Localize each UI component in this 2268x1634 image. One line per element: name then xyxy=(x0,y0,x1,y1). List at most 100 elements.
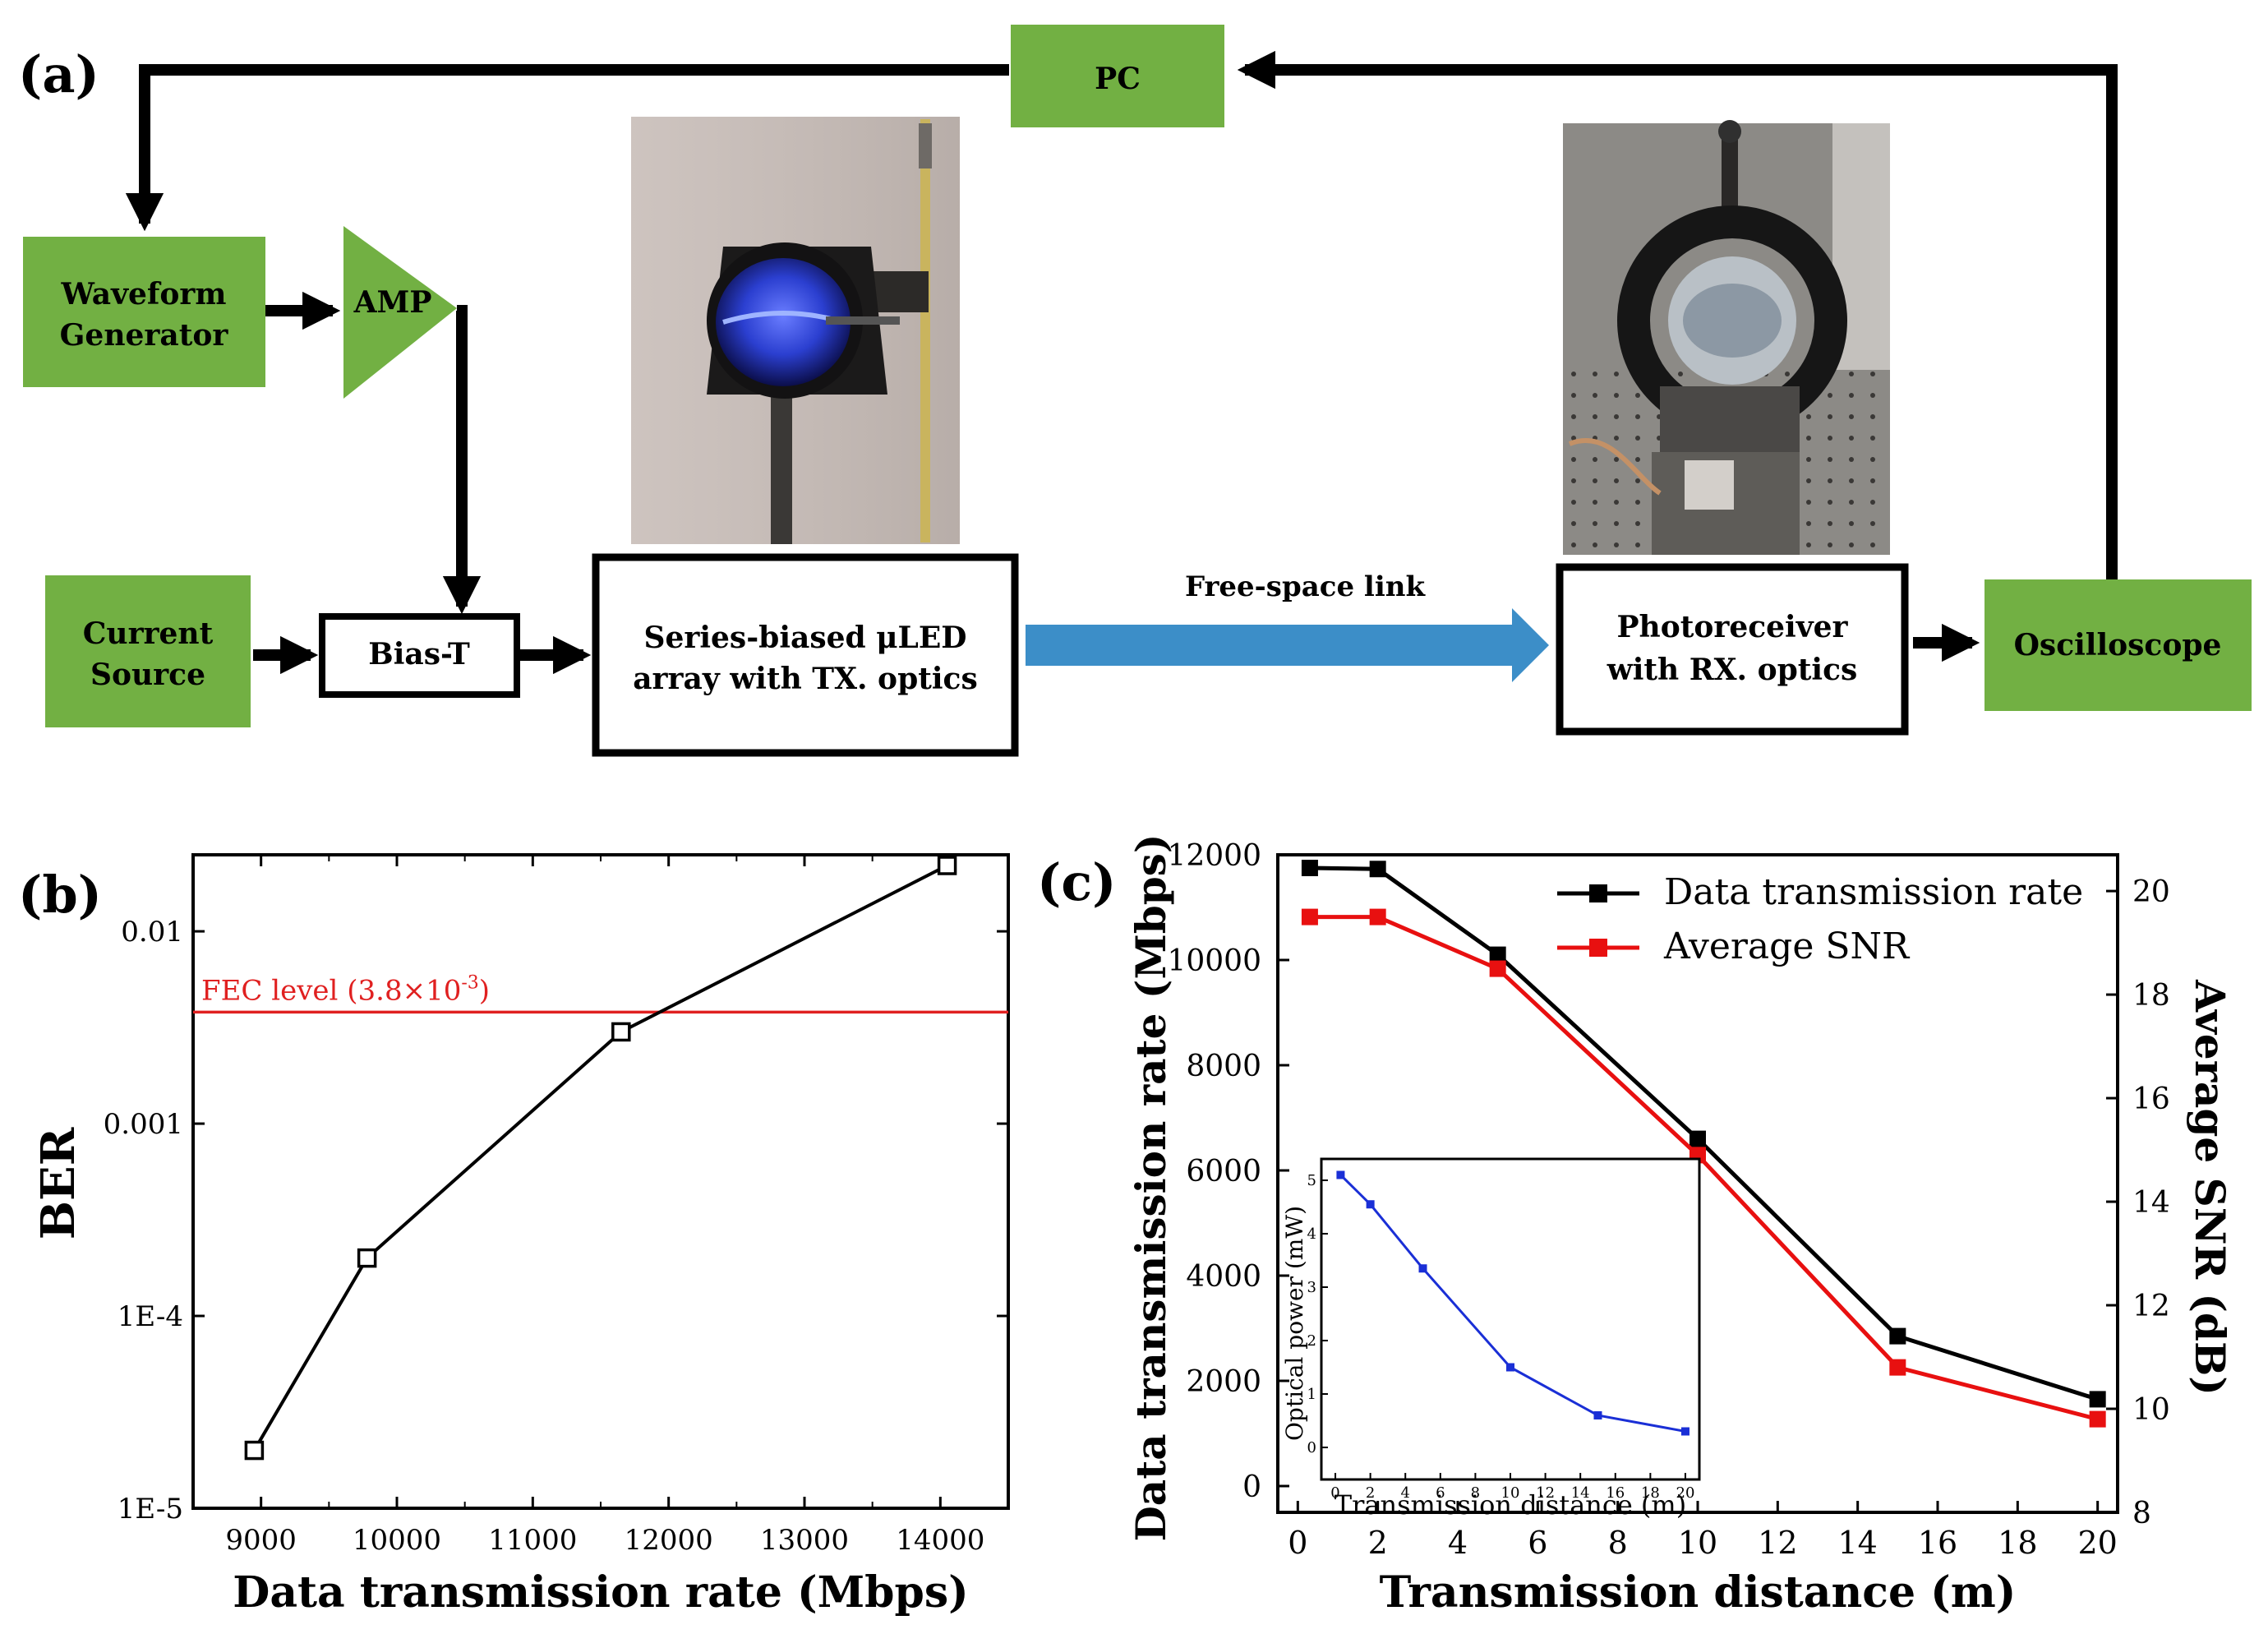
breadboard-hole xyxy=(1870,542,1875,547)
y-tick-label: 12000 xyxy=(1167,839,1261,873)
snr-point xyxy=(1369,908,1386,925)
current-source-rect xyxy=(45,575,251,727)
snr-series-markers xyxy=(1301,908,2106,1428)
ber-point xyxy=(611,1022,631,1042)
breadboard-hole xyxy=(1870,393,1875,398)
connectors xyxy=(125,50,2118,675)
rx-photo-top-post xyxy=(1722,123,1738,222)
breadboard-hole xyxy=(1614,542,1619,547)
x-tick-label: 8 xyxy=(1608,1525,1628,1561)
tx-line2: array with TX. optics xyxy=(633,662,978,696)
plot-c-legend: Data transmission rate Average SNR xyxy=(1557,871,2083,967)
y2-tick-label: 8 xyxy=(2132,1497,2151,1530)
breadboard-hole xyxy=(1593,414,1597,419)
breadboard-hole xyxy=(1635,542,1640,547)
breadboard-hole xyxy=(1849,500,1854,505)
breadboard-hole xyxy=(1571,372,1576,376)
breadboard-hole xyxy=(1828,414,1832,419)
amp-triangle-shape xyxy=(343,226,457,399)
breadboard-hole xyxy=(1571,542,1576,547)
data-rate-series-line xyxy=(1309,865,2099,1401)
data-rate-point xyxy=(1301,860,1318,876)
breadboard-hole xyxy=(1785,372,1790,376)
inset-y-tick-label: 4 xyxy=(1307,1226,1316,1243)
amp-label: AMP xyxy=(353,285,432,320)
oscilloscope-rect xyxy=(1984,579,2252,711)
waveform-generator-line2: Generator xyxy=(60,318,229,353)
tx-rect xyxy=(592,553,1019,757)
y-tick-label: 1E-5 xyxy=(118,1493,183,1526)
free-space-link-label: Free-space link xyxy=(1185,570,1426,603)
snr-point xyxy=(1889,1359,1906,1376)
breadboard-hole xyxy=(1828,521,1832,526)
y-tick-label: 0.01 xyxy=(121,916,183,949)
breadboard-hole xyxy=(1828,457,1832,462)
rx-photo xyxy=(1563,120,1890,555)
optical-power-point xyxy=(1366,1200,1375,1209)
breadboard-hole xyxy=(1614,393,1619,398)
y-tick-label: 2000 xyxy=(1186,1365,1261,1399)
tx-box: Series-biased μLED array with TX. optics xyxy=(592,553,1019,757)
y-tick-label: 4000 xyxy=(1186,1260,1261,1294)
breadboard-hole xyxy=(1849,414,1854,419)
plot-c-y-axis-label: Data transmission rate (Mbps) xyxy=(1127,833,1175,1541)
inset-x-tick-label: 6 xyxy=(1436,1484,1445,1502)
ber-series-markers xyxy=(244,856,957,1461)
plot-b-y-axis-label: BER xyxy=(31,1127,85,1239)
bias-t-label: Bias-T xyxy=(368,637,470,672)
plot-c-y2-ticks: 8 10 12 14 16 18 20 xyxy=(2106,875,2170,1530)
amp-to-biast-arrow xyxy=(442,305,482,615)
y-tick-label: 8000 xyxy=(1186,1050,1261,1083)
data-rate-point xyxy=(1489,946,1506,963)
breadboard-hole xyxy=(1614,372,1619,376)
legend-data-rate-marker xyxy=(1589,884,1607,902)
legend-snr-label: Average SNR xyxy=(1663,925,1911,967)
panel-b: (b) 9000 10000 11000 12000 13000 14000 1E-51E… xyxy=(18,853,1010,1618)
x-tick-label: 0 xyxy=(1288,1525,1307,1561)
breadboard-hole xyxy=(1593,478,1597,483)
optical-power-point xyxy=(1506,1363,1514,1372)
inset-y-tick-label: 2 xyxy=(1307,1332,1316,1350)
plot-c-y-ticks: 0 2000 4000 6000 8000 10000 12000 xyxy=(1167,839,1289,1504)
breadboard-hole xyxy=(1614,500,1619,505)
pc-label: PC xyxy=(1095,62,1141,96)
breadboard-hole xyxy=(1828,478,1832,483)
tx-photo xyxy=(631,117,960,544)
breadboard-hole xyxy=(1635,521,1640,526)
inset-x-tick-label: 14 xyxy=(1571,1484,1590,1502)
breadboard-hole xyxy=(1849,393,1854,398)
y-tick-label: 0.001 xyxy=(104,1108,183,1141)
inset-x-tick-label: 10 xyxy=(1501,1484,1520,1502)
bias-t-box: Bias-T xyxy=(319,613,520,698)
plot-b-x-ticks: 9000 10000 11000 12000 13000 14000 xyxy=(192,855,1009,1557)
legend-data-rate-label: Data transmission rate xyxy=(1664,871,2083,913)
inset-x-tick-label: 4 xyxy=(1400,1484,1409,1502)
optical-power-point xyxy=(1680,1427,1689,1436)
breadboard-hole xyxy=(1828,436,1832,441)
inset-frame xyxy=(1320,1157,1701,1481)
optical-power-series-line xyxy=(1339,1174,1686,1433)
breadboard-hole xyxy=(1870,521,1875,526)
x-tick-label: 18 xyxy=(1998,1525,2037,1561)
inset-x-tick-label: 2 xyxy=(1366,1484,1375,1502)
oscilloscope-label: Oscilloscope xyxy=(2014,628,2222,662)
tx-photo-rod-gold xyxy=(920,119,930,542)
tx-photo-led-glow xyxy=(716,258,850,386)
breadboard-hole xyxy=(1849,457,1854,462)
breadboard-hole xyxy=(1849,542,1854,547)
x-tick-label: 16 xyxy=(1918,1525,1957,1561)
breadboard-hole xyxy=(1806,414,1811,419)
tx-line1: Series-biased μLED xyxy=(643,621,966,655)
inset-y-axis-label: Optical power (mW) xyxy=(1281,1206,1308,1441)
x-tick-label: 14000 xyxy=(896,1524,984,1557)
x-tick-label: 12 xyxy=(1758,1525,1797,1561)
plot-b-frame xyxy=(191,853,1010,1510)
data-rate-point xyxy=(1369,861,1386,878)
breadboard-hole xyxy=(1571,478,1576,483)
y-tick-label: 1E-4 xyxy=(118,1300,183,1333)
inset-x-tick-label: 20 xyxy=(1676,1484,1695,1502)
breadboard-hole xyxy=(1635,500,1640,505)
current-source-line2: Source xyxy=(90,658,205,692)
breadboard-hole xyxy=(1828,500,1832,505)
